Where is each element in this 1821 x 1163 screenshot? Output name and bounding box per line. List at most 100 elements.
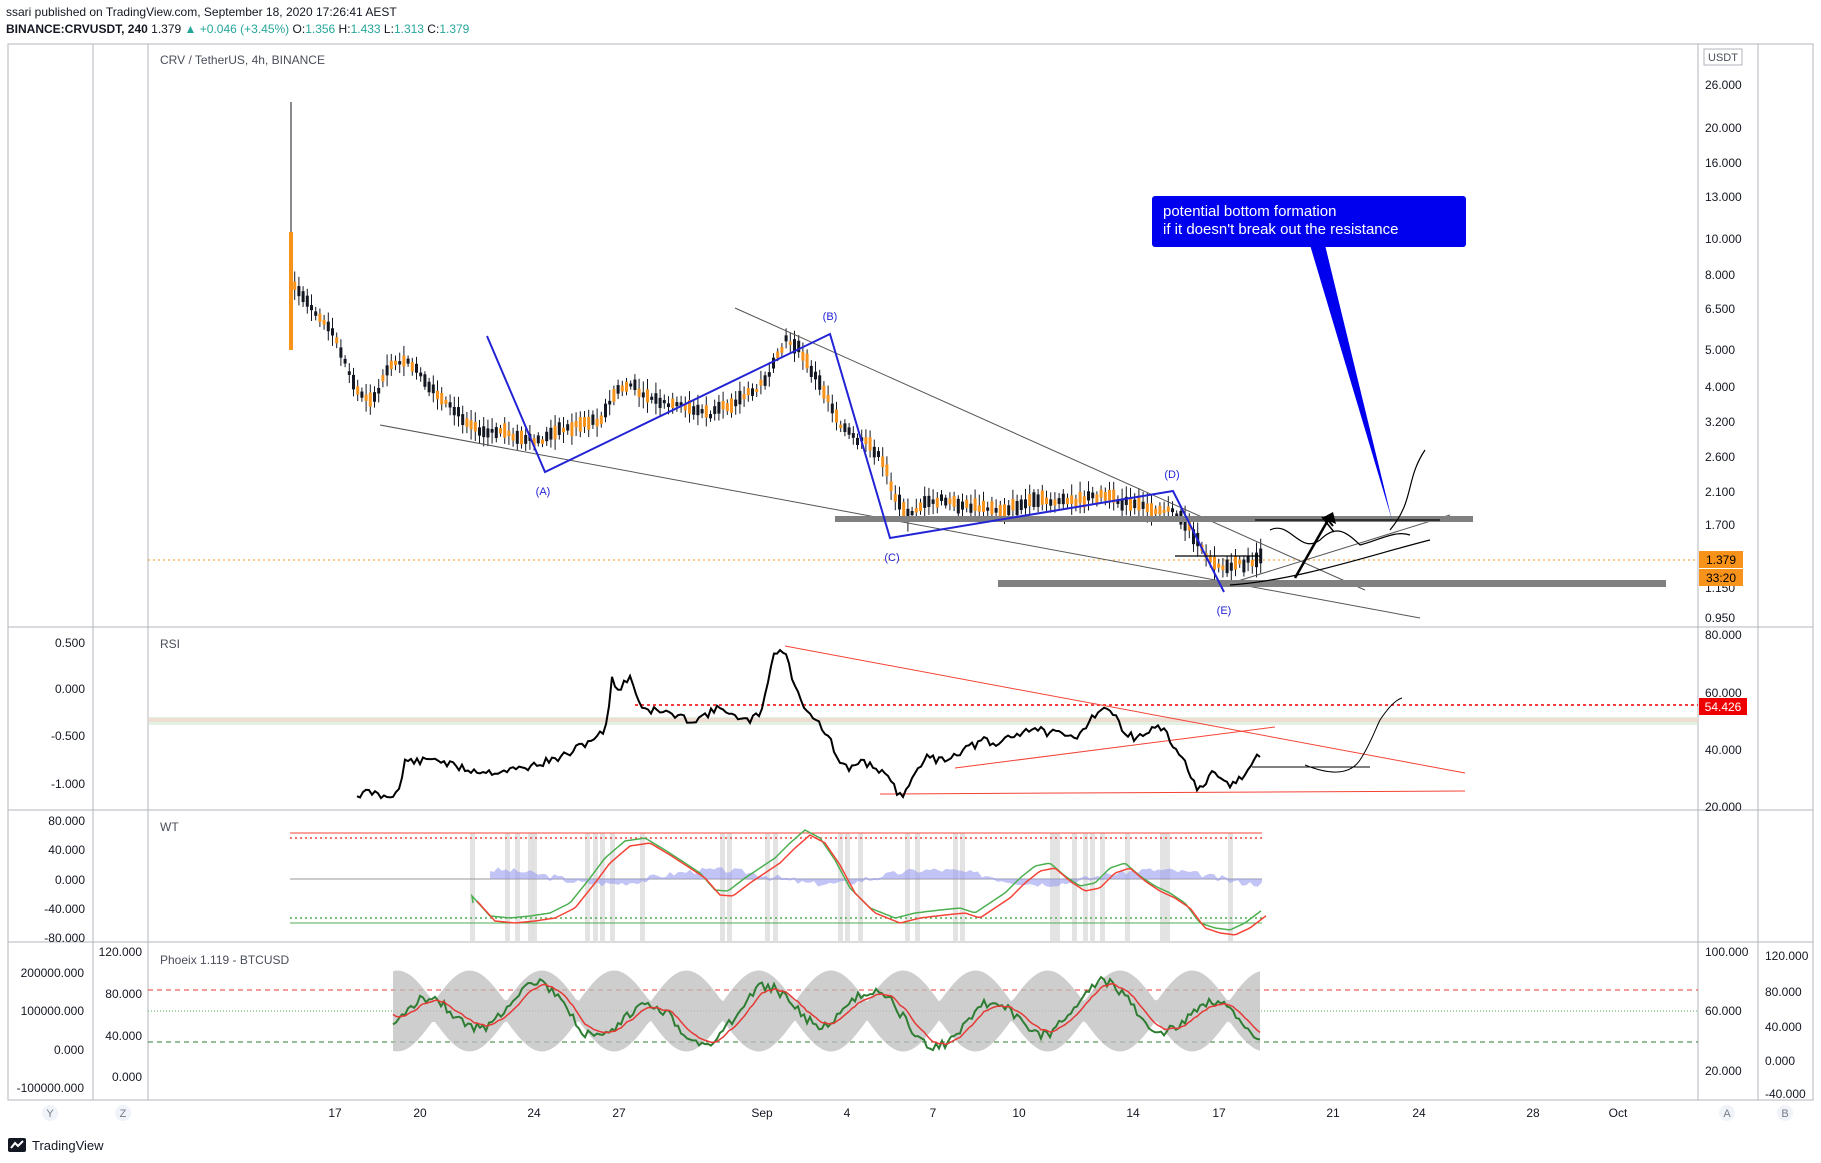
candle-body: [1120, 498, 1124, 511]
candle-body: [763, 375, 767, 386]
price-tick: 0.950: [1705, 611, 1735, 625]
x-tick: 14: [1126, 1106, 1140, 1120]
rsi-left-axis: 0.500 0.000 -0.500 -1.000: [51, 636, 85, 791]
x-tick: 27: [612, 1106, 626, 1120]
candle-body: [322, 319, 326, 325]
countdown-badge: [1699, 569, 1743, 586]
x-tick: Sep: [751, 1106, 773, 1120]
annotation-callout[interactable]: [1152, 196, 1466, 247]
phoeix-right-tick: 60.000: [1705, 1004, 1742, 1018]
corner-label-z: Z: [120, 1108, 127, 1120]
phoeix-left-tick: 200000.000: [21, 966, 85, 980]
candle-body: [885, 464, 889, 477]
candle-body: [969, 503, 973, 513]
candle-body: [847, 427, 851, 435]
candle-body: [1061, 493, 1065, 505]
candle-body: [1003, 504, 1006, 518]
corner-button-a[interactable]: [1719, 1105, 1735, 1121]
candle-body: [1158, 505, 1162, 515]
wave-label-b: (B): [823, 311, 838, 323]
candle-body: [633, 379, 637, 391]
candle-body: [1238, 559, 1242, 565]
resistance-zone: [835, 516, 1473, 522]
x-tick: Oct: [1609, 1106, 1628, 1120]
wt-cross-bands: [470, 833, 1233, 943]
ohlc-open: 1.356: [305, 22, 336, 36]
candle-body: [856, 437, 859, 445]
candle-body: [452, 406, 456, 416]
candle-body: [629, 383, 633, 387]
corner-buttons[interactable]: Y Z A B: [42, 1105, 1793, 1121]
candle-body: [1015, 500, 1019, 516]
callout-pointer: [1310, 245, 1392, 520]
candle-body: [675, 402, 679, 407]
wt-cross-band: [727, 833, 732, 943]
phoeix-right-axis: 100.000 60.000 20.000: [1705, 945, 1749, 1078]
candle-body: [473, 421, 477, 432]
candle-body: [352, 374, 355, 390]
candle-body: [364, 394, 368, 401]
candle-body: [809, 365, 813, 377]
candle-body: [767, 372, 771, 377]
candle-body: [755, 388, 759, 392]
candle-body: [730, 398, 733, 413]
wt-cross-band: [960, 833, 965, 943]
corner-button-z[interactable]: [115, 1105, 131, 1121]
candle-body: [335, 337, 339, 344]
candle-body: [545, 431, 549, 442]
ohlc-high: 1.433: [350, 22, 381, 36]
candle-body: [776, 351, 780, 358]
candle-body: [914, 508, 918, 513]
price-pane-title: CRV / TetherUS, 4h, BINANCE: [160, 53, 325, 67]
annotation-line-1: potential bottom formation: [1163, 203, 1336, 220]
candle-body: [1183, 515, 1187, 531]
candle-body: [683, 403, 687, 411]
candle-body: [637, 388, 641, 397]
candle-body: [398, 361, 402, 365]
arrow-head-icon: [1322, 512, 1336, 524]
candle-body: [1145, 503, 1149, 513]
x-tick: 28: [1526, 1106, 1540, 1120]
candle-body: [1087, 491, 1090, 501]
candle-body: [759, 379, 763, 386]
candle-body: [591, 414, 595, 425]
phoeix-inner-left-axis: 120.000 80.000 40.000 0.000: [99, 945, 143, 1084]
unit-badge[interactable]: [1703, 48, 1743, 66]
corner-button-b[interactable]: [1777, 1105, 1793, 1121]
wt-cross-band: [1083, 833, 1088, 943]
candle-body: [662, 400, 666, 404]
candle-body: [536, 435, 540, 444]
wave-labels: (A) (B) (C) (D) (E): [536, 311, 1232, 617]
candle-body: [310, 305, 313, 311]
candle-body: [1129, 497, 1132, 511]
candle-body: [1091, 492, 1095, 499]
candle-body: [381, 375, 385, 382]
last-price-badge-label: 1.379: [1706, 553, 1736, 567]
wt-cross-band: [1125, 833, 1130, 943]
candle-body: [318, 313, 322, 322]
wave-label-d: (D): [1164, 469, 1179, 481]
candle-body: [419, 372, 423, 377]
candle-body: [503, 423, 507, 438]
candle-body: [444, 399, 448, 404]
candle-body: [889, 481, 893, 492]
phoeix-area: [393, 970, 1260, 1052]
candle-body: [1078, 491, 1082, 504]
candle-body: [1074, 498, 1078, 508]
wt-left-tick: -40.000: [44, 902, 85, 916]
brand-name: TradingView: [32, 1138, 104, 1153]
phoeix-far-tick: -40.000: [1765, 1087, 1806, 1101]
upper-wedge-line: [734, 307, 1366, 591]
candle-body: [902, 502, 906, 517]
rsi-right-tick: 20.000: [1705, 800, 1742, 814]
corner-button-y[interactable]: [42, 1105, 58, 1121]
candle-body: [406, 358, 410, 364]
candle-body: [1099, 489, 1103, 498]
candle-body: [326, 321, 330, 332]
x-tick: 24: [1412, 1106, 1426, 1120]
x-tick: 10: [1012, 1106, 1026, 1120]
wt-cross-band: [1160, 833, 1165, 943]
candle-body: [616, 385, 620, 394]
candle-body: [830, 403, 834, 414]
